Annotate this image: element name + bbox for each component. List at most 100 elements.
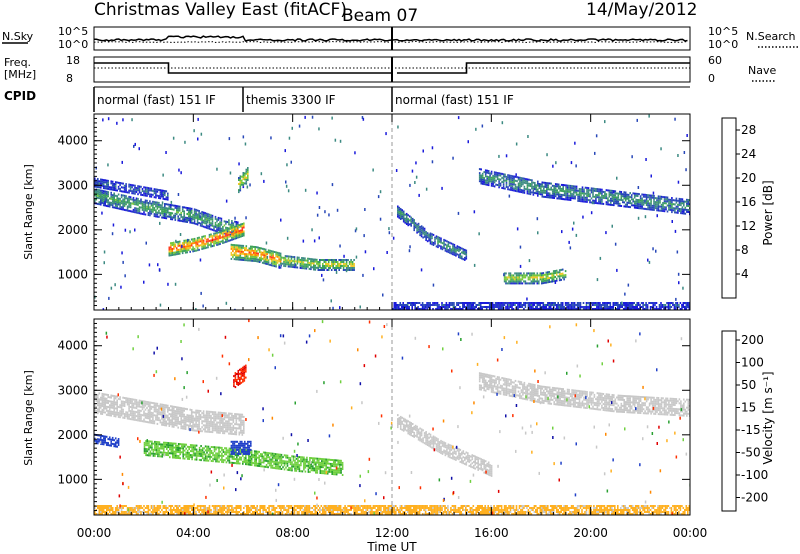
power-cell — [217, 235, 220, 238]
power-cell — [509, 306, 512, 308]
vel-cell — [168, 419, 171, 421]
power-cell — [254, 256, 256, 258]
power-cell — [544, 195, 547, 198]
power-cell — [207, 242, 209, 245]
vel-cell — [100, 412, 102, 415]
power-cell — [502, 185, 505, 188]
power-noise-cell — [552, 164, 554, 168]
power-cell — [534, 188, 536, 190]
power-cell — [629, 206, 631, 209]
power-cell — [531, 179, 533, 182]
power-cell — [544, 191, 547, 194]
power-cell — [417, 228, 420, 231]
power-cell — [186, 245, 188, 248]
power-cell — [211, 220, 214, 223]
power-cell — [140, 206, 142, 209]
power-noise-cell — [459, 255, 461, 258]
power-cell — [556, 189, 558, 192]
power-cell — [229, 223, 232, 226]
vel-cell — [167, 444, 170, 447]
power-cell — [684, 208, 687, 211]
power-cell — [499, 304, 501, 306]
power-cell — [659, 209, 661, 212]
power-cell — [284, 257, 287, 260]
power-cell — [226, 228, 229, 231]
power-cell — [665, 206, 667, 209]
power-noise-cell — [453, 249, 456, 253]
power-cell — [497, 306, 500, 308]
vel-cell — [114, 413, 117, 416]
power-cell — [347, 269, 349, 271]
power-cell — [479, 306, 482, 308]
vel-cell — [129, 412, 132, 415]
power-noise-cell — [452, 305, 455, 309]
power-cell — [226, 238, 229, 241]
power-cell — [336, 263, 339, 265]
power-cell — [111, 196, 114, 199]
power-cell — [217, 216, 220, 219]
power-cell — [515, 276, 518, 279]
power-cell — [610, 197, 612, 200]
power-cell — [557, 195, 560, 198]
power-cell — [432, 304, 434, 306]
power-cell — [511, 276, 513, 279]
power-cell — [299, 260, 302, 263]
vel-cell — [137, 419, 139, 422]
power-cell — [117, 187, 120, 190]
power-cell — [187, 245, 190, 248]
vel-cell — [205, 416, 208, 419]
vel-cell — [220, 425, 223, 428]
power-cell — [251, 257, 253, 260]
power-cell — [138, 210, 141, 213]
power-cell — [177, 211, 179, 214]
power-cell — [493, 185, 496, 188]
power-cell — [481, 182, 484, 185]
power-cell — [351, 269, 354, 271]
power-cell — [506, 308, 509, 310]
power-noise-cell — [452, 156, 454, 160]
power-cell — [158, 197, 160, 199]
vel-cell — [229, 412, 232, 415]
power-cell — [673, 308, 676, 310]
vel-cell — [169, 448, 171, 451]
power-cell — [195, 249, 197, 252]
power-cell — [413, 227, 415, 230]
power-cell — [186, 219, 188, 221]
power-cell — [465, 308, 467, 310]
power-cell — [189, 244, 191, 247]
vel-cell — [140, 405, 142, 408]
power-cell — [679, 308, 682, 310]
vel-cell — [180, 411, 182, 414]
vel-cell — [190, 419, 193, 421]
power-cell — [556, 193, 558, 196]
power-cell — [468, 306, 470, 308]
power-cell — [524, 282, 527, 285]
vel-cell — [119, 410, 121, 413]
power-cell — [514, 280, 516, 283]
power-cell — [219, 227, 221, 230]
power-cell — [465, 251, 468, 254]
power-cell — [569, 184, 572, 187]
power-cell — [351, 265, 354, 267]
vel-cell — [170, 446, 173, 449]
power-cell — [437, 242, 439, 245]
power-cell — [220, 227, 223, 230]
vel-cell — [214, 419, 217, 422]
vel-cell — [173, 454, 176, 457]
vel-cell — [169, 456, 171, 459]
vel-cell — [195, 429, 197, 432]
vel-cell — [176, 456, 178, 459]
power-cell — [513, 181, 515, 184]
power-cell — [464, 252, 466, 255]
power-cell — [532, 193, 535, 196]
power-cell — [560, 304, 562, 306]
power-cell — [640, 302, 643, 304]
power-cell — [119, 190, 121, 192]
power-cell — [509, 304, 512, 306]
power-cell — [623, 197, 625, 200]
power-cell — [170, 204, 172, 206]
power-cell — [574, 189, 576, 192]
power-cell — [214, 238, 217, 241]
power-cell — [156, 188, 159, 191]
vel-cell — [138, 419, 141, 422]
